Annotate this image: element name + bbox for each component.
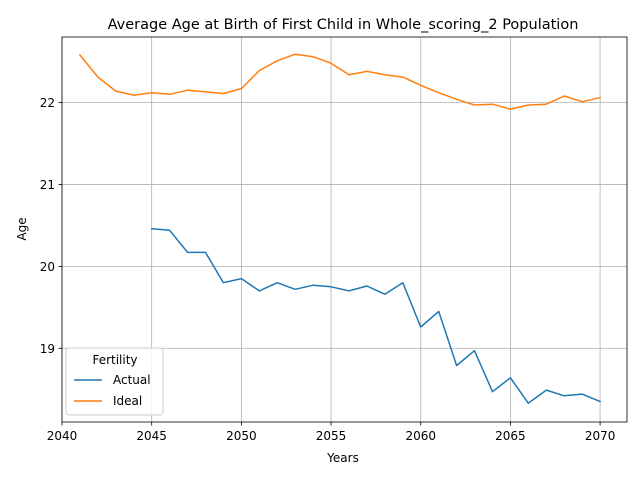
legend-title: Fertility [92,353,137,367]
legend-label-actual: Actual [113,373,151,387]
series-lines [78,53,602,404]
x-tick-label: 2040 [47,429,78,443]
series-line-ideal [78,53,601,110]
y-tick-label: 20 [40,260,55,274]
legend[interactable]: Fertility Actual Ideal [65,347,164,416]
x-axis-label: Years [326,451,359,465]
x-tick-label: 2045 [136,429,167,443]
grid [61,37,627,422]
axis-ticks: 2040 2045 2050 2055 2060 2065 2070 19 20 21 22 [40,96,616,443]
y-tick-label: 19 [40,342,55,356]
x-tick-label: 2055 [316,429,347,443]
series-line-actual [150,227,602,404]
y-axis-label: Age [15,217,29,240]
legend-label-ideal: Ideal [113,394,142,408]
y-tick-label: 22 [40,96,55,110]
x-tick-label: 2070 [585,429,616,443]
plot-area-frame [61,36,628,423]
x-tick-label: 2060 [405,429,436,443]
y-tick-label: 21 [40,178,55,192]
x-tick-label: 2050 [226,429,257,443]
chart-title: Average Age at Birth of First Child in W… [108,17,579,33]
x-tick-label: 2065 [495,429,526,443]
legend-box [65,347,164,416]
